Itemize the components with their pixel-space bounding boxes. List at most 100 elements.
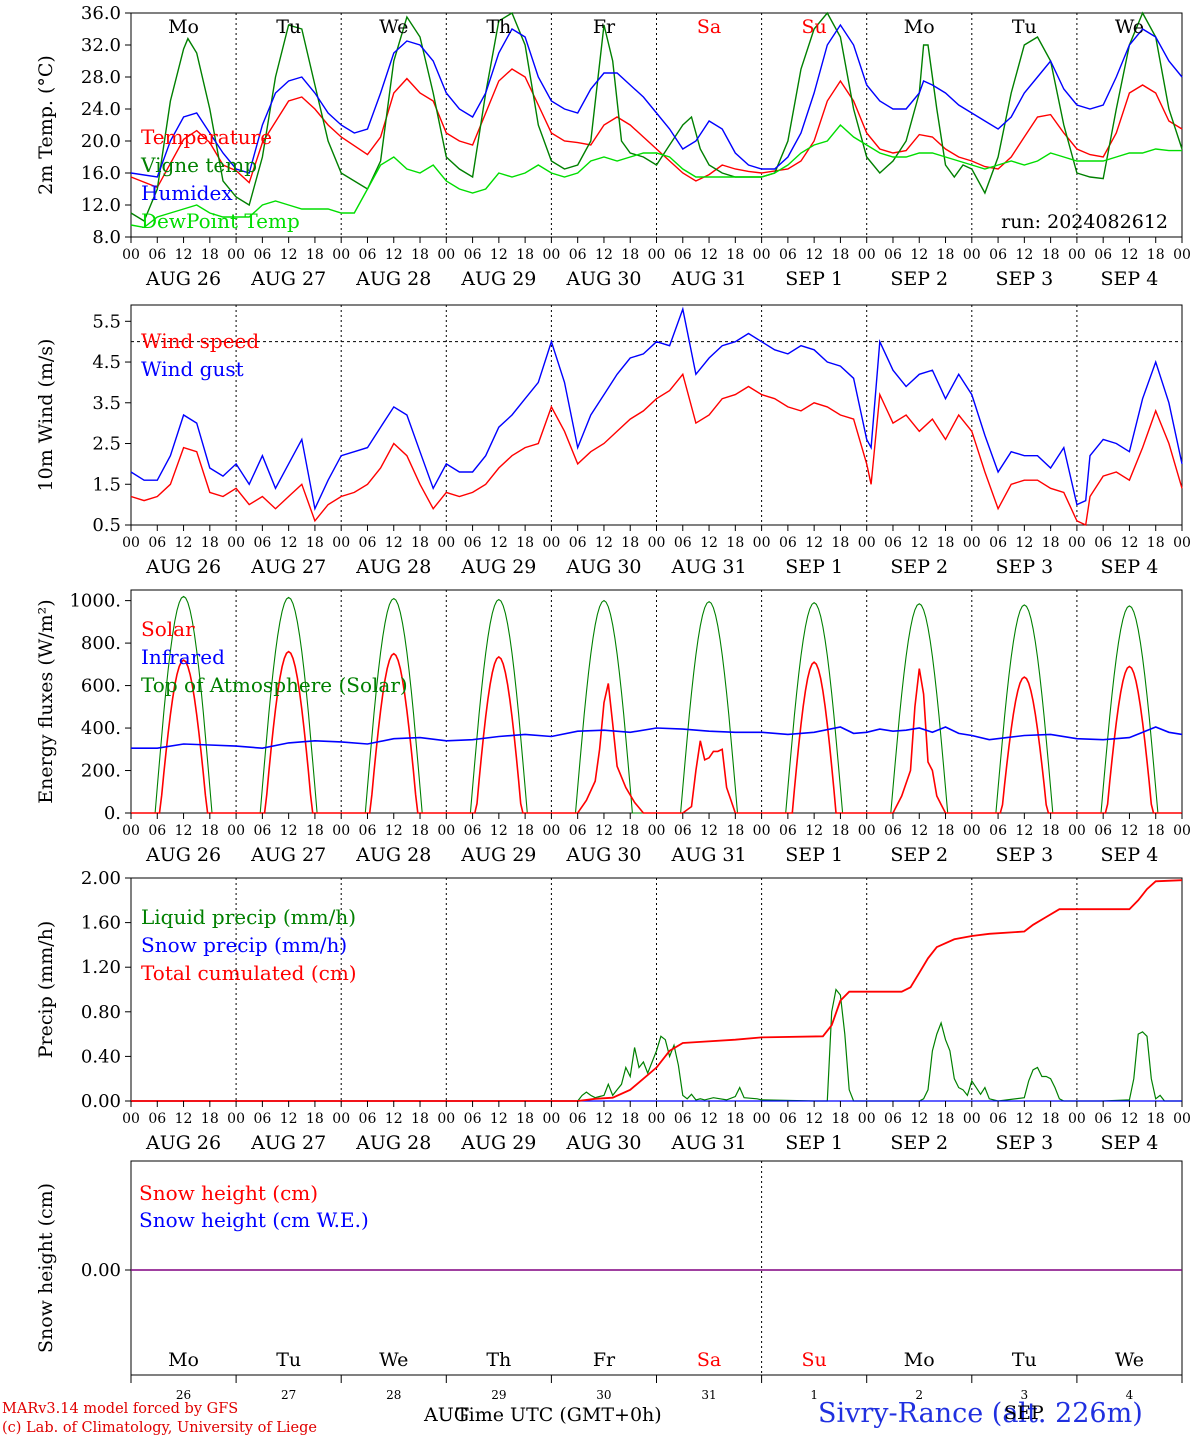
- x-tick-label: 00: [1068, 1111, 1086, 1127]
- x-tick-label: 18: [1147, 535, 1165, 551]
- x-tick-label: 18: [411, 535, 429, 551]
- legend-liquid-precip-mm-h-: Liquid precip (mm/h): [141, 905, 356, 929]
- x-tick-label: 18: [306, 823, 324, 839]
- x-tick-label: 06: [464, 247, 482, 263]
- x-tick-label: 12: [385, 1111, 403, 1127]
- x-tick-label: 06: [674, 247, 692, 263]
- x-tick-label: 06: [989, 535, 1007, 551]
- x-tick-label: 18: [1147, 823, 1165, 839]
- legend-temperature: Temperature: [141, 125, 272, 149]
- x-tick-label: 18: [1147, 1111, 1165, 1127]
- x-tick-label: 18: [516, 1111, 534, 1127]
- x-date-label: SEP 2: [890, 1132, 948, 1154]
- x-tick-label: 00: [332, 247, 350, 263]
- x-tick-label: 00: [122, 1111, 140, 1127]
- x-tick-label: 00: [332, 535, 350, 551]
- x-date-label: AUG 29: [460, 268, 536, 290]
- x-tick-label: 18: [726, 823, 744, 839]
- x-tick-label: 18: [306, 1111, 324, 1127]
- day-of-week-label: Tu: [276, 16, 301, 38]
- x-tick-label: 12: [910, 1111, 928, 1127]
- x-tick-label: 12: [280, 1111, 298, 1127]
- x-tick-label: 06: [674, 823, 692, 839]
- x-tick-label: 12: [595, 823, 613, 839]
- x-date-label: SEP 2: [890, 556, 948, 578]
- x-tick-label: 18: [411, 247, 429, 263]
- date-number-label: 3: [1021, 1388, 1029, 1402]
- x-date-label: SEP 1: [785, 844, 843, 866]
- x-tick-label: 12: [700, 1111, 718, 1127]
- x-tick-label: 06: [1094, 823, 1112, 839]
- x-tick-label: 06: [1094, 1111, 1112, 1127]
- x-tick-label: 00: [437, 1111, 455, 1127]
- day-of-week-label: Fr: [593, 1349, 616, 1371]
- y-tick-label: 0.5: [92, 515, 121, 536]
- x-tick-label: 18: [832, 247, 850, 263]
- x-tick-label: 12: [1015, 823, 1033, 839]
- x-date-label: SEP 3: [995, 268, 1053, 290]
- y-axis-label: Snow height (cm): [35, 1183, 57, 1353]
- x-date-label: AUG 30: [565, 1132, 641, 1154]
- x-tick-label: 00: [1173, 1111, 1191, 1127]
- x-tick-label: 12: [1121, 247, 1139, 263]
- xaxis-title: Time UTC (GMT+0h): [456, 1404, 662, 1426]
- series-wind-gust: [130, 306, 1183, 511]
- x-date-label: SEP 1: [785, 268, 843, 290]
- x-tick-label: 18: [621, 823, 639, 839]
- day-of-week-label: Tu: [1012, 1349, 1037, 1371]
- x-tick-label: 00: [542, 823, 560, 839]
- x-tick-label: 12: [805, 823, 823, 839]
- date-number-label: 4: [1126, 1388, 1134, 1402]
- x-tick-label: 12: [595, 1111, 613, 1127]
- x-tick-label: 00: [122, 247, 140, 263]
- x-tick-label: 06: [884, 535, 902, 551]
- x-tick-label: 18: [937, 1111, 955, 1127]
- x-tick-label: 18: [1042, 1111, 1060, 1127]
- series-dewpoint-temp: [130, 123, 1182, 229]
- x-tick-label: 12: [1121, 1111, 1139, 1127]
- series-humidex: [130, 23, 1183, 178]
- date-number-label: 31: [701, 1388, 716, 1402]
- x-tick-label: 00: [648, 535, 666, 551]
- x-tick-label: 18: [201, 535, 219, 551]
- date-number-label: 30: [596, 1388, 611, 1402]
- series-total-cumulated-cm-: [131, 879, 1183, 1102]
- x-date-label: SEP 4: [1101, 556, 1159, 578]
- x-date-label: AUG 30: [565, 844, 641, 866]
- x-date-label: AUG 28: [355, 268, 431, 290]
- x-tick-label: 18: [516, 247, 534, 263]
- station-name: Sivry-Rance (alt. 226m): [818, 1398, 1143, 1429]
- y-tick-label: 0.: [104, 803, 121, 824]
- x-tick-label: 18: [937, 247, 955, 263]
- day-of-week-label: Su: [802, 16, 827, 38]
- x-tick-label: 06: [1094, 535, 1112, 551]
- x-tick-label: 06: [569, 535, 587, 551]
- x-date-label: AUG 30: [565, 268, 641, 290]
- x-tick-label: 12: [1015, 247, 1033, 263]
- x-tick-label: 12: [385, 535, 403, 551]
- x-date-label: SEP 3: [995, 556, 1053, 578]
- x-tick-label: 00: [1068, 535, 1086, 551]
- y-tick-label: 800.: [81, 633, 121, 654]
- x-tick-label: 06: [253, 823, 271, 839]
- series-liquid-precip-mm-h-: [131, 988, 1182, 1102]
- x-tick-label: 12: [700, 823, 718, 839]
- x-tick-label: 12: [280, 823, 298, 839]
- x-date-label: AUG 27: [250, 844, 326, 866]
- x-tick-label: 00: [1173, 247, 1191, 263]
- y-tick-label: 32.0: [81, 35, 121, 56]
- x-tick-label: 12: [175, 1111, 193, 1127]
- x-tick-label: 06: [989, 247, 1007, 263]
- y-axis-label: 2m Temp. (°C): [35, 55, 57, 195]
- x-tick-label: 00: [227, 247, 245, 263]
- x-tick-label: 12: [280, 535, 298, 551]
- x-tick-label: 18: [726, 247, 744, 263]
- x-tick-label: 06: [569, 823, 587, 839]
- x-tick-label: 06: [674, 535, 692, 551]
- legend-total-cumulated-cm-: Total cumulated (cm): [141, 961, 357, 985]
- day-of-week-label: We: [1115, 16, 1144, 38]
- y-tick-label: 2.00: [81, 868, 121, 889]
- day-of-week-label: Su: [802, 1349, 827, 1371]
- y-tick-label: 36.0: [81, 3, 121, 24]
- x-tick-label: 12: [175, 823, 193, 839]
